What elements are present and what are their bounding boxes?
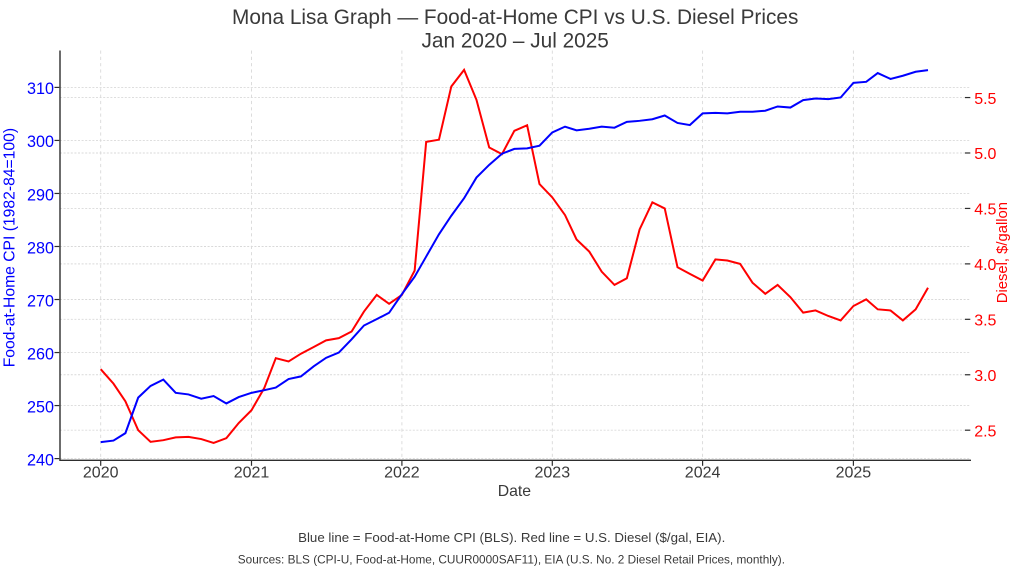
svg-text:270: 270 — [27, 292, 54, 310]
svg-text:Food-at-Home CPI (1982-84=100): Food-at-Home CPI (1982-84=100) — [2, 128, 19, 367]
svg-text:2024: 2024 — [685, 465, 721, 482]
svg-text:310: 310 — [27, 80, 54, 98]
svg-text:2021: 2021 — [234, 465, 270, 482]
svg-text:Jan 2020 – Jul 2025: Jan 2020 – Jul 2025 — [422, 30, 609, 53]
svg-text:5.5: 5.5 — [974, 91, 996, 108]
svg-text:Sources: BLS (CPI-U, Food-at-H: Sources: BLS (CPI-U, Food-at-Home, CUUR0… — [238, 552, 785, 566]
svg-text:Blue line = Food-at-Home CPI (: Blue line = Food-at-Home CPI (BLS). Red … — [298, 530, 725, 545]
svg-text:3.5: 3.5 — [974, 313, 996, 330]
svg-text:2023: 2023 — [535, 465, 571, 482]
svg-text:4.5: 4.5 — [974, 202, 996, 219]
svg-text:Mona Lisa Graph — Food-at-Home: Mona Lisa Graph — Food-at-Home CPI vs U.… — [232, 6, 798, 29]
svg-text:3.0: 3.0 — [974, 368, 996, 385]
svg-text:260: 260 — [27, 345, 54, 363]
svg-text:240: 240 — [27, 451, 54, 469]
svg-text:5.0: 5.0 — [974, 146, 996, 163]
svg-text:4.0: 4.0 — [974, 257, 996, 274]
svg-text:290: 290 — [27, 186, 54, 204]
svg-text:250: 250 — [27, 398, 54, 416]
svg-text:Diesel, $/gallon: Diesel, $/gallon — [995, 202, 1011, 303]
svg-text:300: 300 — [27, 133, 54, 151]
svg-text:2020: 2020 — [83, 465, 119, 482]
svg-text:2.5: 2.5 — [974, 423, 996, 440]
svg-text:Date: Date — [498, 483, 532, 500]
svg-text:2022: 2022 — [384, 465, 420, 482]
svg-text:280: 280 — [27, 239, 54, 257]
svg-text:2025: 2025 — [836, 465, 872, 482]
